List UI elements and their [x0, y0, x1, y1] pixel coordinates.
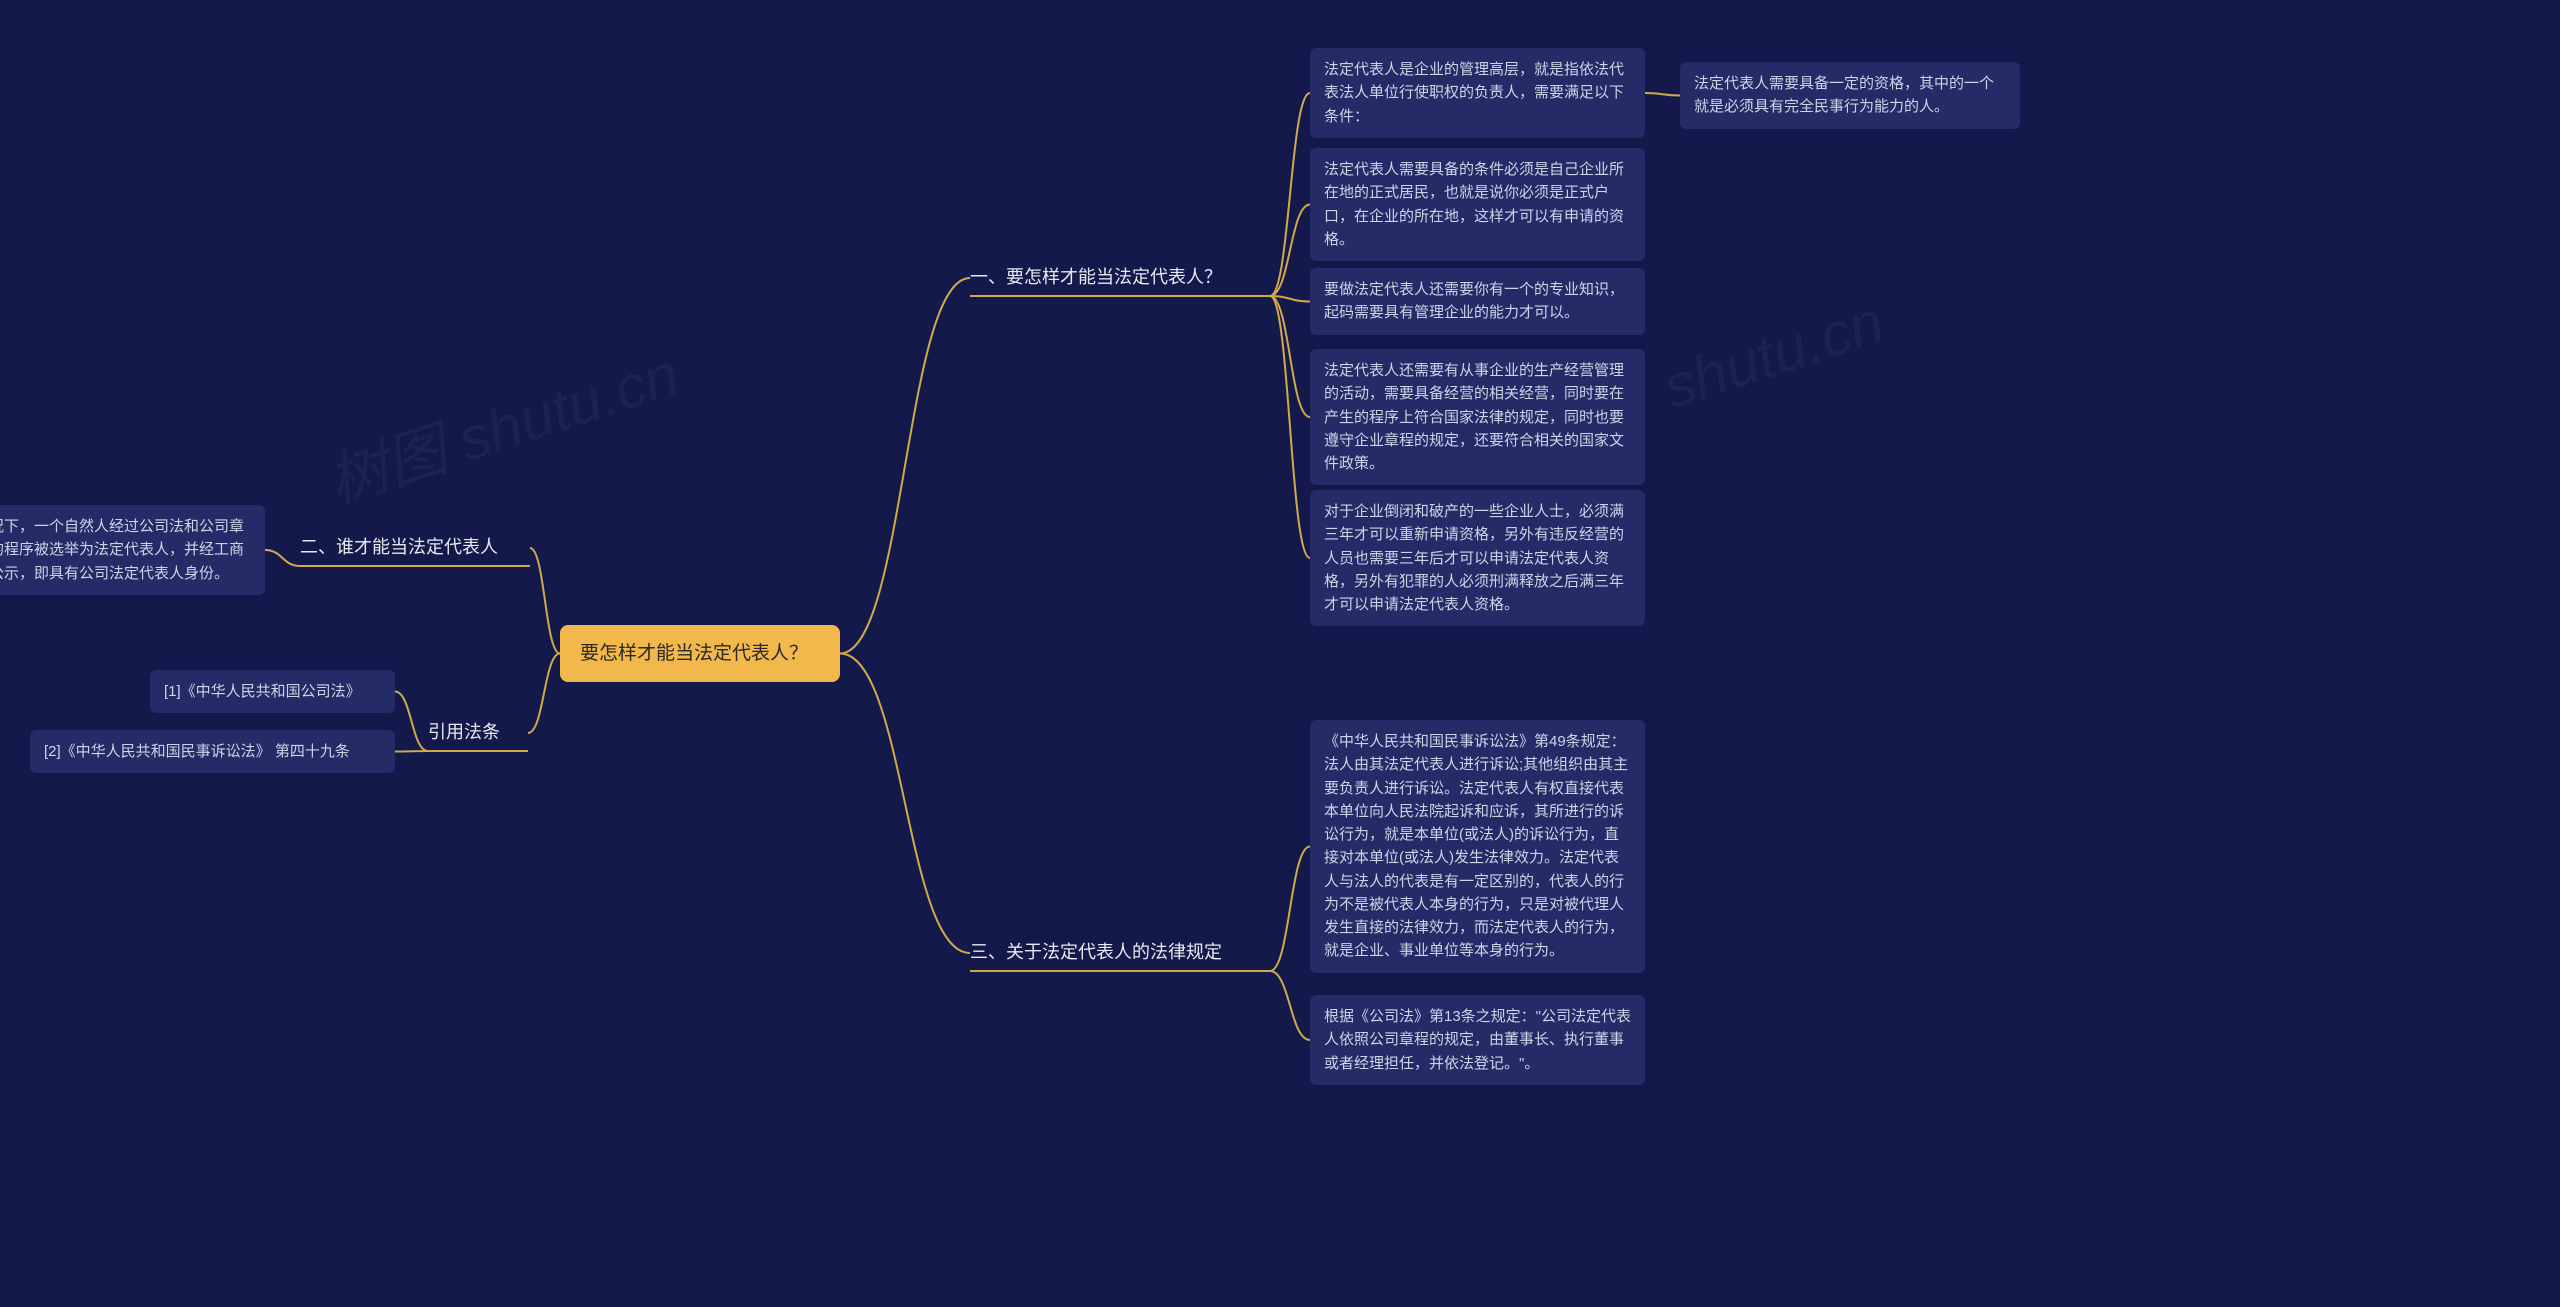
leaf-node[interactable]: [1]《中华人民共和国公司法》 [150, 670, 395, 713]
branch-section-3[interactable]: 三、关于法定代表人的法律规定 [970, 935, 1270, 971]
leaf-node[interactable]: [2]《中华人民共和国民事诉讼法》 第四十九条 [30, 730, 395, 773]
leaf-node[interactable]: 法定代表人是企业的管理高层，就是指依法代表法人单位行使职权的负责人，需要满足以下… [1310, 48, 1645, 138]
leaf-node[interactable]: 一般情况下，一个自然人经过公司法和公司章程规定的程序被选举为法定代表人，并经工商… [0, 505, 265, 595]
leaf-node[interactable]: 对于企业倒闭和破产的一些企业人士，必须满三年才可以重新申请资格，另外有违反经营的… [1310, 490, 1645, 626]
leaf-node[interactable]: 要做法定代表人还需要你有一个的专业知识，起码需要具有管理企业的能力才可以。 [1310, 268, 1645, 335]
leaf-node[interactable]: 根据《公司法》第13条之规定："公司法定代表人依照公司章程的规定，由董事长、执行… [1310, 995, 1645, 1085]
branch-section-1[interactable]: 一、要怎样才能当法定代表人？ [970, 260, 1270, 296]
leaf-node[interactable]: 法定代表人还需要有从事企业的生产经营管理的活动，需要具备经营的相关经营，同时要在… [1310, 349, 1645, 485]
branch-citations[interactable]: 引用法条 [428, 715, 528, 751]
leaf-node[interactable]: 法定代表人需要具备的条件必须是自己企业所在地的正式居民，也就是说你必须是正式户口… [1310, 148, 1645, 261]
watermark-1: 树图 shutu.cn [315, 326, 688, 521]
watermark-2: shutu.cn [1655, 287, 1892, 423]
branch-section-2[interactable]: 二、谁才能当法定代表人 [300, 530, 530, 566]
leaf-node[interactable]: 《中华人民共和国民事诉讼法》第49条规定：法人由其法定代表人进行诉讼;其他组织由… [1310, 720, 1645, 973]
connector-layer [0, 0, 2560, 1307]
mindmap-root[interactable]: 要怎样才能当法定代表人？ [560, 625, 840, 682]
leaf-node[interactable]: 法定代表人需要具备一定的资格，其中的一个就是必须具有完全民事行为能力的人。 [1680, 62, 2020, 129]
